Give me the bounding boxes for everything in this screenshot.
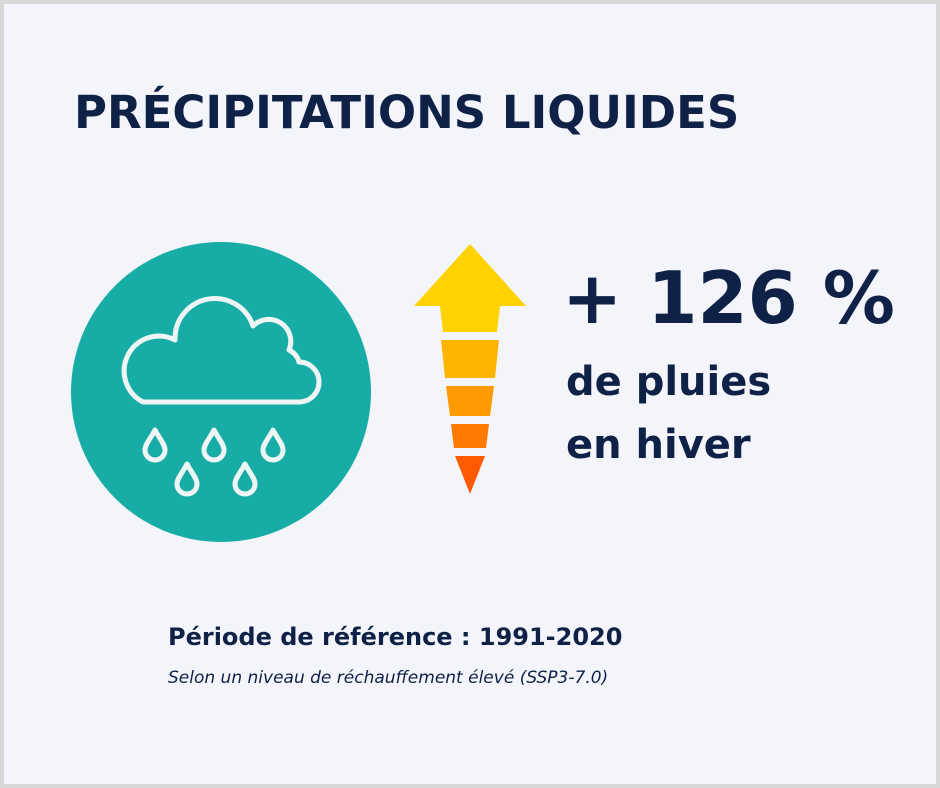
description-line-1: de pluies [566, 359, 772, 405]
change-value: + 126 % [562, 256, 895, 340]
rain-cloud-badge [71, 242, 371, 542]
arrow-segment-4 [455, 456, 485, 494]
infographic-card: PRÉCIPITATIONS LIQUIDES + 126 % de pluie… [4, 4, 936, 784]
rain-cloud-icon [121, 295, 322, 497]
cloud-shape [121, 295, 322, 405]
page-title: PRÉCIPITATIONS LIQUIDES [74, 86, 740, 139]
up-arrow-icon [414, 244, 526, 494]
arrow-segment-1 [441, 340, 499, 378]
raindrop-5 [232, 461, 258, 497]
arrow-segment-3 [451, 424, 489, 448]
reference-period: Période de référence : 1991-2020 [168, 623, 623, 651]
scenario-note: Selon un niveau de réchauffement élevé (… [168, 668, 609, 688]
raindrop-3 [260, 427, 286, 463]
description-line-2: en hiver [566, 422, 751, 468]
arrow-head [414, 244, 526, 332]
arrow-segment-2 [446, 386, 494, 416]
raindrop-2 [201, 427, 227, 463]
raindrop-4 [174, 461, 200, 497]
raindrop-1 [142, 427, 168, 463]
